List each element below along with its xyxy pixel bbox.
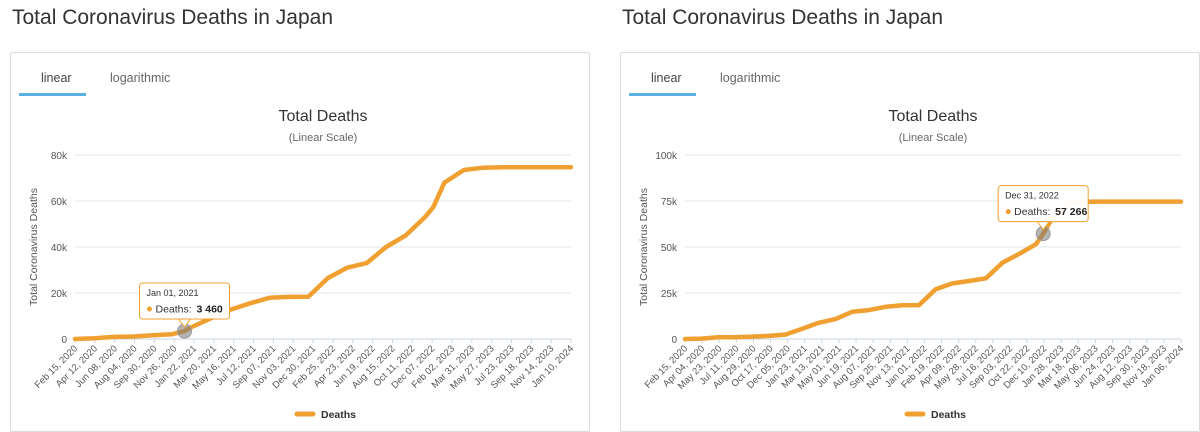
chart-title: Total Deaths <box>279 108 368 125</box>
left-panel: Total Coronavirus Deaths in Japan linear… <box>0 0 590 432</box>
chart: Total Deaths (Linear Scale) 0 20k 40k 60k 80k T… <box>28 108 576 421</box>
tooltip-date: Dec 31, 2022 <box>1005 191 1059 201</box>
tooltip-value: 3 460 <box>197 304 223 316</box>
tab-linear[interactable]: linear <box>651 71 682 85</box>
right-panel: Total Coronavirus Deaths in Japan linear… <box>610 0 1200 432</box>
y-tick-label: 0 <box>671 335 677 346</box>
tooltip <box>139 282 231 320</box>
y-tick-label: 60k <box>51 197 68 208</box>
legend-label: Deaths <box>931 409 966 421</box>
y-axis-label: Total Coronavirus Deaths <box>28 188 40 306</box>
y-tick-label: 80k <box>51 151 68 162</box>
tooltip-label: Deaths: <box>156 304 192 316</box>
deaths-series-line <box>72 164 574 342</box>
y-tick-label: 40k <box>51 243 68 254</box>
page-title: Total Coronavirus Deaths in Japan <box>622 6 944 29</box>
chart-subtitle: (Linear Scale) <box>289 132 357 144</box>
chart-title: Total Deaths <box>889 108 978 125</box>
y-axis-label: Total Coronavirus Deaths <box>638 188 650 306</box>
scale-tabs: linear logarithmic <box>629 63 1189 97</box>
chart-card: linear logarithmic Total Deaths (Linear S… <box>10 52 590 432</box>
tab-linear[interactable]: linear <box>41 71 72 85</box>
y-tick-label: 75k <box>661 197 678 208</box>
page-title: Total Coronavirus Deaths in Japan <box>12 6 334 29</box>
chart-card: linear logarithmic Total Deaths (Linear S… <box>620 52 1200 432</box>
y-tick-label: 100k <box>655 151 678 162</box>
y-tick-label: 20k <box>51 289 68 300</box>
scale-tabs: linear logarithmic <box>19 63 579 97</box>
y-tick-label: 50k <box>661 243 678 254</box>
tooltip-value: 57 266 <box>1055 206 1087 218</box>
tooltip-label: Deaths: <box>1014 206 1050 218</box>
tooltip <box>997 185 1089 223</box>
deaths-series-line <box>682 199 1184 342</box>
chart-subtitle: (Linear Scale) <box>899 132 967 144</box>
tooltip-bullet <box>147 306 153 312</box>
legend-label: Deaths <box>321 409 356 421</box>
chart: Total Deaths (Linear Scale) 0 25k 50k 75k 100k… <box>638 108 1186 421</box>
tab-logarithmic[interactable]: logarithmic <box>720 71 781 85</box>
tab-logarithmic[interactable]: logarithmic <box>110 71 171 85</box>
y-tick-label: 0 <box>61 335 67 346</box>
tooltip-bullet <box>1005 209 1011 215</box>
active-tab-underline <box>629 93 696 96</box>
tooltip-date: Jan 01, 2021 <box>147 288 199 298</box>
active-tab-underline <box>19 93 86 96</box>
y-tick-label: 25k <box>661 289 678 300</box>
